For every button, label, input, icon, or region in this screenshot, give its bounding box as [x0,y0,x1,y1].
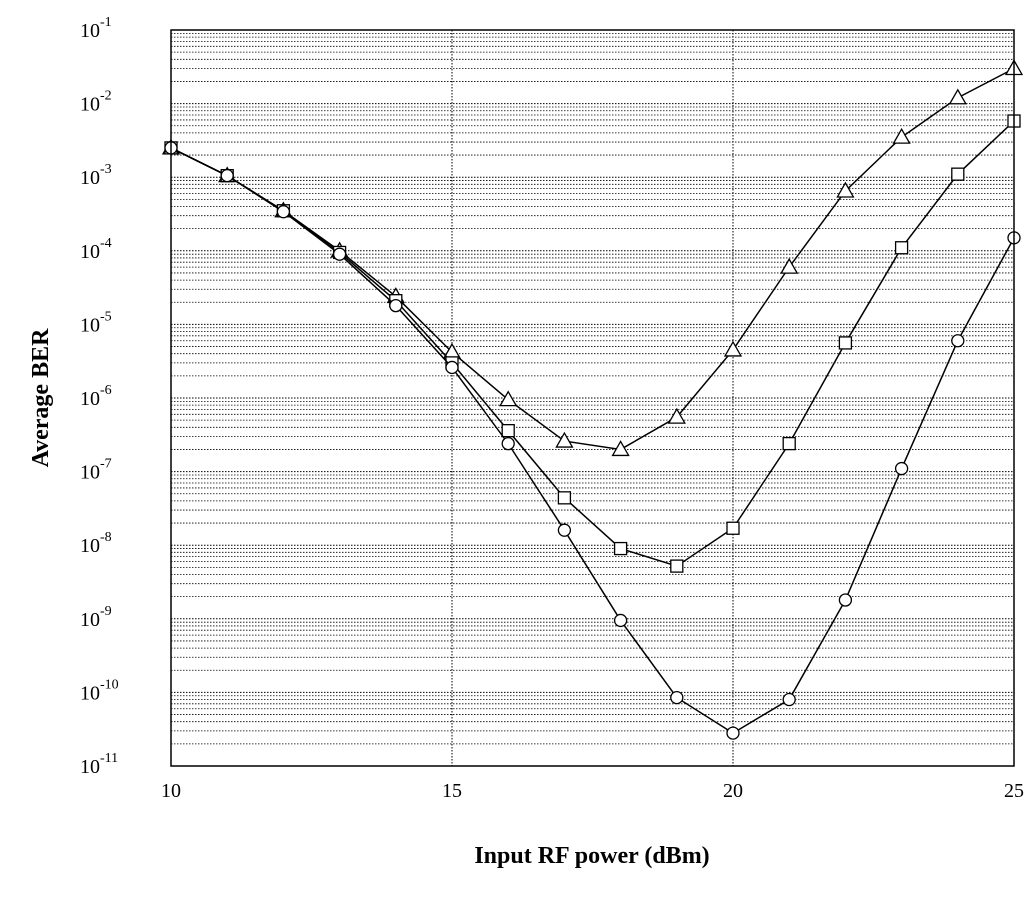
data-point-circle [670,690,684,705]
data-point-circle [838,593,853,607]
y-tick-exponent: -3 [100,162,112,177]
data-point-triangle [948,88,967,105]
y-tick-exponent: -5 [100,309,112,324]
y-tick-exponent: -8 [100,530,112,545]
data-point-circle [951,334,965,348]
data-point-circle [782,692,796,707]
y-tick-base: 10 [80,314,100,336]
axis-layer: 10 15 20 2510-110-210-310-410-510-610-710-8… [80,15,1024,802]
y-tick-label: 10-9 [80,604,112,631]
data-point-circle [501,436,515,451]
y-tick-label: 10-11 [80,751,118,778]
data-point-triangle [780,257,799,274]
data-point-square [838,336,853,350]
data-point-circle [557,523,572,537]
data-point-triangle [611,440,630,457]
y-tick-label: 10-6 [80,383,112,410]
y-tick-base: 10 [80,462,100,484]
data-point-square [557,491,572,505]
y-tick-base: 10 [80,94,100,116]
y-tick-base: 10 [80,535,100,557]
y-tick-label: 10-7 [80,457,112,484]
data-point-circle [894,461,909,476]
grid-layer [170,30,1015,767]
data-point-square [894,241,909,255]
data-point-triangle [555,431,574,448]
data-point-square [726,521,740,535]
data-point-circle [276,205,291,219]
x-tick-label: 25 [1004,780,1024,802]
x-axis-title: Input RF power (dBm) [474,843,709,869]
data-point-triangle [723,340,743,357]
y-tick-base: 10 [80,167,100,189]
y-tick-base: 10 [80,20,100,42]
x-tick-label: 20 [723,780,743,802]
series-line-circle [170,147,1015,734]
data-point-triangle [499,390,518,407]
data-point-square [501,424,515,438]
series-layer [161,59,1024,740]
y-tick-base: 10 [80,241,100,263]
data-point-square [951,167,965,181]
y-tick-label: 10-3 [80,162,112,189]
y-tick-exponent: -11 [100,751,118,766]
y-tick-label: 10-5 [80,309,112,336]
y-tick-base: 10 [80,388,100,410]
y-tick-label: 10-10 [80,677,119,704]
data-point-circle [726,726,740,740]
data-point-triangle [667,407,686,424]
data-point-square [782,436,796,451]
x-tick-label: 10 [161,780,181,802]
y-tick-exponent: -2 [100,89,112,104]
y-tick-label: 10-8 [80,530,112,557]
y-tick-exponent: -10 [100,677,119,692]
x-tick-label: 15 [442,780,462,802]
y-tick-label: 10-1 [80,15,112,42]
data-point-circle [332,247,347,261]
data-point-circle [220,168,234,183]
y-tick-exponent: -1 [100,15,112,30]
plot-frame [170,29,1015,767]
y-tick-exponent: -4 [100,236,112,251]
y-axis-title: Average BER [28,328,54,468]
data-point-triangle [836,181,855,198]
data-point-triangle [892,127,911,144]
y-tick-exponent: -6 [100,383,112,398]
y-tick-exponent: -7 [100,457,112,472]
data-point-circle [613,613,628,628]
series-line-square [170,120,1015,567]
y-tick-exponent: -9 [100,604,112,619]
y-tick-label: 10-4 [80,236,112,263]
y-tick-label: 10-2 [80,89,112,116]
data-point-square [670,559,684,573]
data-point-square [613,541,628,556]
data-point-circle [389,298,403,313]
y-tick-base: 10 [80,756,100,778]
y-tick-base: 10 [80,609,100,631]
y-tick-base: 10 [80,682,100,704]
data-point-circle [445,360,459,375]
